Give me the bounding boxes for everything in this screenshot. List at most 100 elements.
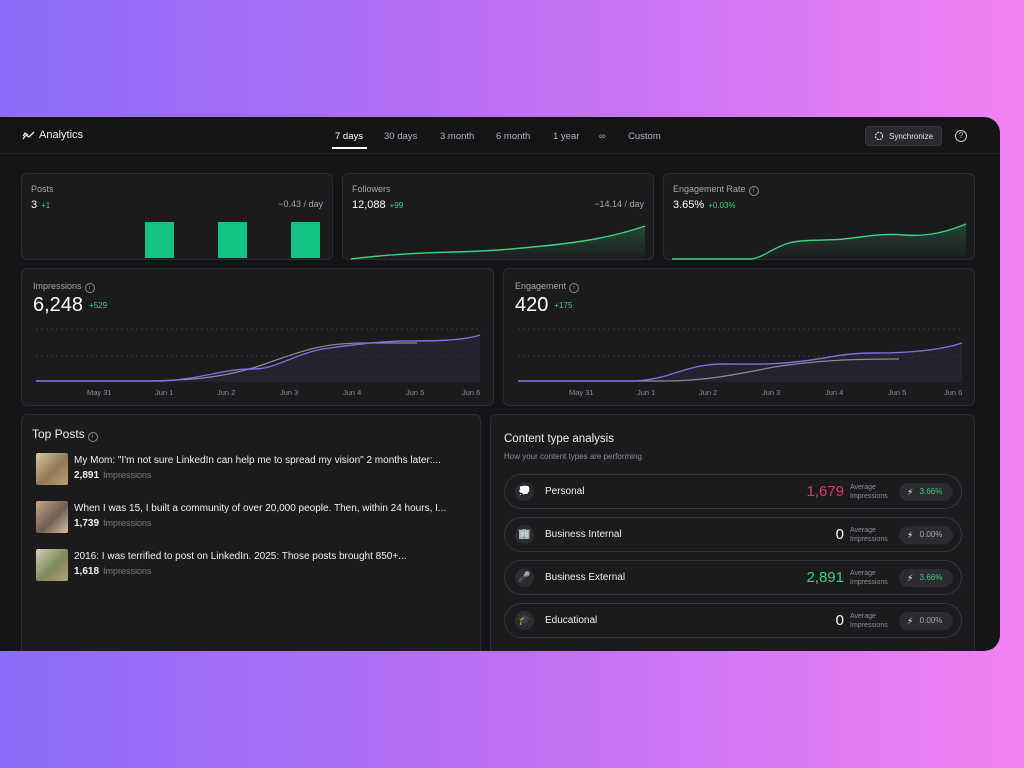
followers-value: 12,088 +99 (352, 199, 403, 211)
engagement-label: Engagement i (515, 281, 580, 293)
impressions-delta: +529 (89, 301, 108, 310)
top-post-item[interactable]: My Mom: "I'm not sure LinkedIn can help … (36, 453, 476, 493)
content-type-row-business-internal[interactable]: 🏢 Business Internal 0 Average Impressions… (504, 517, 962, 552)
followers-card: Followers 12,088 +99 −14.14 / day (342, 173, 654, 261)
post-impressions: 1,618 Impressions (74, 566, 152, 577)
engagement-rate-label: Engagement Rate i (673, 184, 759, 196)
engagement-title: Engagement (515, 281, 567, 291)
date-tick: May 31 (569, 388, 594, 397)
content-type-growth-pill: ⚡︎ 3.66% (899, 569, 953, 587)
app-title: Analytics (39, 129, 84, 141)
post-impressions: 1,739 Impressions (74, 518, 152, 529)
date-tick: Jun 3 (762, 388, 781, 397)
app-brand: Analytics (22, 129, 83, 141)
info-icon[interactable]: i (569, 283, 580, 293)
impressions-label: Impressions i (33, 281, 95, 293)
impressions-value: 6,248 +529 (33, 294, 107, 317)
tab-all-time[interactable]: ∞ (599, 131, 606, 142)
engagement-chart (518, 328, 963, 382)
post-title: My Mom: "I'm not sure LinkedIn can help … (74, 455, 441, 466)
tab-custom[interactable]: Custom (628, 131, 661, 142)
info-icon[interactable]: i (84, 283, 95, 293)
impressions-title: Impressions (33, 281, 82, 291)
post-thumbnail (36, 549, 68, 581)
post-thumbnail (36, 453, 68, 485)
average-impressions-label: Average Impressions (850, 483, 900, 501)
synchronize-label: Synchronize (889, 132, 934, 141)
content-type-title: Content type analysis (504, 433, 614, 445)
date-tick: Jun 1 (155, 388, 174, 397)
post-thumbnail (36, 501, 68, 533)
engagement-rate-card: Engagement Rate i 3.65% +0.03% (663, 173, 975, 261)
engagement-rate-title: Engagement Rate (673, 184, 746, 194)
date-tick: Jun 6 (462, 388, 481, 397)
content-type-value: 0 (835, 612, 844, 629)
active-tab-underline (332, 147, 367, 149)
lightning-icon: ⚡︎ (907, 616, 914, 626)
synchronize-button[interactable]: Synchronize (865, 126, 942, 146)
avg-label-line2: Impressions (850, 493, 888, 500)
content-type-value: 0 (835, 526, 844, 543)
tab-1-year[interactable]: 1 year (553, 131, 580, 142)
growth-percent: 0.00% (919, 616, 943, 625)
content-type-row-business-external[interactable]: 🎤 Business External 2,891 Average Impress… (504, 560, 962, 595)
post-title: 2016: I was terrified to post on LinkedI… (74, 551, 407, 562)
engagement-count: 420 (515, 294, 549, 316)
lightning-icon: ⚡︎ (907, 487, 914, 497)
content-type-name: Business External (545, 572, 626, 583)
post-impressions-count: 1,739 (74, 518, 100, 529)
avg-label-line1: Average (850, 613, 876, 620)
impressions-count: 6,248 (33, 294, 84, 316)
top-bar: Analytics 7 days 30 days 3 month 6 month… (0, 117, 1000, 154)
date-tick: Jun 5 (406, 388, 425, 397)
date-tick: Jun 6 (944, 388, 963, 397)
avg-label-line1: Average (850, 484, 876, 491)
engagement-rate-percent: 3.65% (673, 199, 705, 211)
graduation-cap-icon: 🎓 (515, 611, 534, 630)
content-type-growth-pill: ⚡︎ 0.00% (899, 612, 953, 630)
date-tick: Jun 4 (343, 388, 362, 397)
post-impressions: 2,891 Impressions (74, 470, 152, 481)
tab-6-month[interactable]: 6 month (496, 131, 531, 142)
content-type-row-personal[interactable]: 💭 Personal 1,679 Average Impressions ⚡︎ 3.… (504, 474, 962, 509)
date-tick: Jun 3 (280, 388, 299, 397)
top-post-item[interactable]: When I was 15, I built a community of ov… (36, 501, 476, 541)
analytics-icon (22, 131, 35, 140)
microphone-icon: 🎤 (515, 568, 534, 587)
content-type-name: Personal (545, 486, 585, 497)
avg-label-line2: Impressions (850, 622, 888, 629)
posts-count: 3 (31, 199, 38, 211)
tab-7-days[interactable]: 7 days (335, 131, 363, 142)
content-type-growth-pill: ⚡︎ 0.00% (899, 526, 953, 544)
impressions-chart (36, 328, 481, 382)
date-tick: Jun 2 (699, 388, 718, 397)
posts-label: Posts (31, 184, 54, 194)
posts-bar (291, 222, 320, 258)
posts-value: 3 +1 (31, 199, 50, 211)
posts-delta: +1 (41, 201, 51, 210)
average-impressions-label: Average Impressions (850, 526, 900, 544)
avg-label-line2: Impressions (850, 579, 888, 586)
top-post-item[interactable]: 2016: I was terrified to post on LinkedI… (36, 549, 476, 589)
avg-label-line2: Impressions (850, 536, 888, 543)
info-icon[interactable]: i (748, 186, 759, 196)
engagement-rate-sparkline (672, 223, 967, 261)
growth-percent: 0.00% (919, 530, 943, 539)
tab-3-month[interactable]: 3 month (440, 131, 475, 142)
average-impressions-label: Average Impressions (850, 612, 900, 630)
tab-30-days[interactable]: 30 days (384, 131, 418, 142)
sync-icon (874, 131, 884, 141)
help-icon[interactable]: ? (955, 130, 967, 142)
avg-label-line1: Average (850, 570, 876, 577)
thought-bubble-icon: 💭 (515, 482, 534, 501)
followers-count: 12,088 (352, 199, 386, 211)
date-tick: Jun 4 (825, 388, 844, 397)
content-type-row-educational[interactable]: 🎓 Educational 0 Average Impressions ⚡︎ 0.0… (504, 603, 962, 638)
info-icon[interactable]: i (87, 432, 98, 442)
date-tick: Jun 5 (888, 388, 907, 397)
engagement-value: 420 +175 (515, 294, 572, 317)
followers-per-day: −14.14 / day (594, 199, 644, 209)
post-impressions-count: 1,618 (74, 566, 100, 577)
posts-card: Posts 3 +1 −0.43 / day (21, 173, 333, 260)
lightning-icon: ⚡︎ (907, 573, 914, 583)
